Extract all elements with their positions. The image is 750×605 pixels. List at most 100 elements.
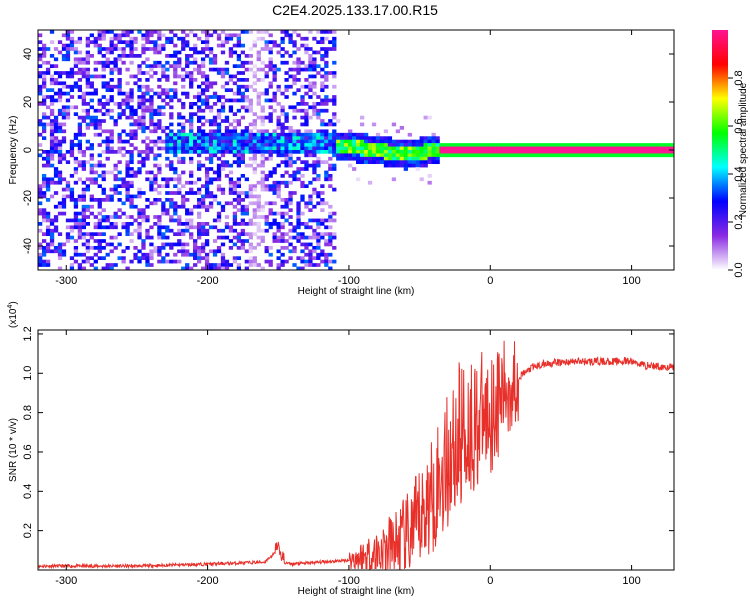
spectrogram-cell — [69, 139, 75, 144]
spectrogram-cell — [125, 163, 130, 168]
spectrogram-cell — [200, 132, 206, 137]
spectrogram-cell — [101, 105, 106, 110]
spectrogram-cell — [97, 184, 102, 189]
spectrogram-cell — [296, 33, 301, 38]
spectrogram-cell — [280, 211, 285, 216]
spectrogram-cell — [435, 160, 440, 165]
colorbar-tick-label: 0.8 — [733, 70, 745, 85]
spectrogram-cell — [157, 191, 162, 195]
spectrogram-cell — [193, 47, 198, 51]
spectrogram-cell — [61, 81, 67, 86]
spectrogram-cell — [197, 91, 202, 96]
spectrogram-cell — [328, 119, 333, 123]
spectrogram-cell — [200, 30, 206, 34]
spectrogram-cell — [272, 184, 277, 189]
spectrogram-cell — [304, 91, 309, 96]
spectrogram-cell — [97, 160, 102, 165]
spectrogram-cell — [200, 64, 206, 69]
spectrogram-cell — [240, 232, 245, 237]
spectrogram-cell — [224, 146, 230, 151]
spectrogram-cell — [296, 143, 301, 147]
spectrogram-cell — [292, 115, 297, 120]
spectrogram-cell — [97, 222, 102, 226]
spectrogram-cell — [204, 208, 210, 213]
spectrogram-cell — [169, 139, 174, 144]
spectrogram-cell — [204, 33, 210, 38]
spectrogram-cell — [173, 191, 178, 195]
spectrogram-cell — [185, 60, 190, 65]
spectrogram-cell — [248, 191, 253, 195]
spectrogram-cell — [57, 249, 63, 254]
spectrogram-cell — [216, 184, 222, 189]
spectrogram-cell — [292, 129, 297, 134]
spectrogram-cell — [77, 252, 83, 257]
spectrogram-cell — [189, 126, 194, 130]
spectrogram-cell — [125, 198, 130, 202]
spectrogram-cell — [288, 215, 293, 219]
spectrogram-cell — [57, 98, 63, 103]
spectrogram-cell — [292, 78, 297, 82]
spectrogram-cell — [208, 60, 214, 65]
spectrogram-cell — [232, 184, 238, 189]
spectrogram-cell — [276, 239, 281, 243]
spectrogram-cell — [85, 71, 90, 75]
spectrogram-cell — [248, 232, 253, 237]
spectrogram-cell — [348, 153, 353, 158]
spectrogram-cell — [312, 132, 317, 137]
spectrogram-cell — [459, 146, 464, 151]
spectrogram-cell — [228, 129, 234, 134]
spectrogram-cell — [284, 170, 289, 175]
spectrogram-cell — [638, 146, 643, 151]
spectrogram-cell — [272, 201, 277, 206]
spectrogram-cell — [328, 150, 333, 154]
spectrogram-cell — [451, 153, 456, 158]
spectrogram-cell — [45, 163, 51, 168]
spectrogram-cell — [169, 246, 174, 250]
spectrogram-cell — [268, 146, 273, 151]
spectrogram-cell — [165, 126, 170, 130]
spectrogram-cell — [530, 153, 536, 158]
spectrogram-cell — [252, 246, 257, 250]
spectrogram-cell — [320, 108, 325, 113]
spectrogram-cell — [228, 239, 234, 243]
spectrogram-cell — [169, 122, 174, 127]
spectrogram-cell — [125, 225, 130, 230]
spectrogram-cell — [312, 170, 317, 175]
spectrogram-cell — [69, 187, 75, 192]
spectrogram-cell — [427, 139, 432, 144]
spectrogram-cell — [622, 150, 627, 154]
spectrogram-cell — [204, 259, 210, 264]
spectrogram-cell — [204, 184, 210, 189]
spectrogram-cell — [224, 81, 230, 86]
spectrogram-cell — [268, 119, 273, 123]
spectrogram-cell — [220, 40, 226, 45]
spectrogram-cell — [479, 146, 484, 151]
spectrogram-cell — [157, 95, 162, 99]
spectrogram-cell — [240, 211, 245, 216]
spectrogram-cell — [228, 88, 234, 93]
x-tick-label: 100 — [622, 275, 640, 287]
spectrogram-cell — [431, 146, 436, 151]
spectrogram-cell — [81, 60, 86, 65]
spectrogram-cell — [288, 256, 293, 261]
spectrogram-cell — [137, 191, 142, 195]
spectrogram-cell — [626, 153, 631, 158]
spectrogram-cell — [177, 160, 182, 165]
spectrogram-cell — [101, 33, 106, 38]
spectrogram-cell — [268, 246, 273, 250]
spectrogram-cell — [177, 174, 182, 178]
spectrogram-cell — [149, 67, 154, 72]
spectrogram-cell — [248, 256, 253, 261]
spectrogram-cell — [61, 198, 67, 202]
spectrogram-cell — [149, 88, 154, 93]
spectrogram-cell — [181, 78, 186, 82]
spectrogram-cell — [300, 256, 305, 261]
spectrogram-cell — [260, 184, 265, 189]
spectrogram-cell — [181, 30, 186, 34]
spectrogram-cell — [650, 153, 655, 158]
spectrogram-cell — [189, 115, 194, 120]
spectrogram-cell — [475, 146, 480, 151]
colorbar-tick-label: 0.2 — [733, 214, 745, 229]
spectrogram-cell — [610, 153, 615, 158]
spectrogram-cell — [133, 252, 138, 257]
